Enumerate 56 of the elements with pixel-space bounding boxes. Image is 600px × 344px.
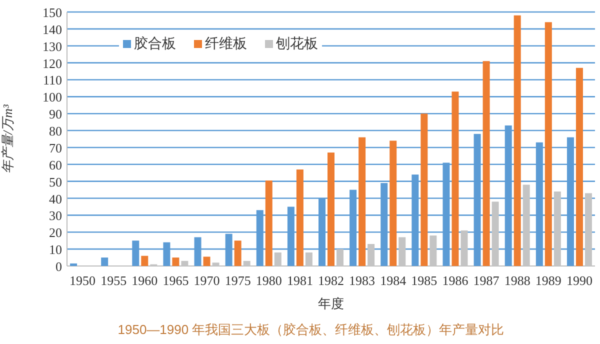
x-tick-label: 1980 bbox=[256, 273, 282, 288]
x-tick-label: 1990 bbox=[566, 273, 592, 288]
x-tick-label: 1960 bbox=[132, 273, 158, 288]
legend-label: 胶合板 bbox=[134, 36, 176, 52]
x-axis-title: 年度 bbox=[318, 296, 344, 311]
bar bbox=[576, 68, 583, 266]
x-tick-label: 1970 bbox=[194, 273, 220, 288]
bar bbox=[328, 152, 334, 266]
bar bbox=[482, 61, 490, 266]
y-tick-label: 60 bbox=[49, 157, 62, 172]
x-tick-label: 1983 bbox=[349, 273, 376, 288]
y-tick-label: 130 bbox=[42, 38, 62, 54]
x-tick-label: 1982 bbox=[318, 273, 344, 288]
x-tick-label: 1950 bbox=[70, 273, 96, 288]
legend-label: 刨花板 bbox=[275, 36, 318, 52]
bar bbox=[544, 22, 552, 266]
y-tick-label: 140 bbox=[42, 22, 62, 37]
y-tick-label: 100 bbox=[42, 90, 62, 105]
bar bbox=[101, 258, 108, 266]
y-tick-label: 80 bbox=[49, 124, 62, 139]
y-tick-label: 20 bbox=[49, 225, 62, 240]
x-tick-label: 1965 bbox=[162, 273, 189, 288]
bar bbox=[141, 256, 148, 266]
y-tick-label: 70 bbox=[49, 140, 62, 156]
y-tick-label: 110 bbox=[42, 72, 62, 88]
x-tick-label: 1984 bbox=[380, 273, 407, 288]
y-tick-label: 50 bbox=[49, 174, 62, 190]
bar bbox=[358, 137, 366, 266]
bar bbox=[172, 258, 180, 266]
bar bbox=[296, 169, 304, 266]
x-tick-label: 1975 bbox=[224, 273, 251, 288]
x-tick-label: 1981 bbox=[286, 273, 313, 288]
x-tick-label: 1987 bbox=[473, 273, 500, 288]
bar bbox=[265, 180, 272, 266]
bar bbox=[390, 140, 397, 266]
y-tick-label: 40 bbox=[49, 191, 62, 206]
y-tick-label: 150 bbox=[42, 5, 62, 20]
legend-label: 纤维板 bbox=[205, 36, 247, 52]
y-tick-label: 120 bbox=[42, 56, 62, 71]
x-tick-label: 1955 bbox=[100, 273, 127, 288]
x-tick-label: 1988 bbox=[504, 273, 530, 288]
x-tick-label: 1985 bbox=[411, 273, 438, 288]
y-tick-label: 0 bbox=[56, 259, 62, 274]
bar bbox=[234, 240, 242, 266]
x-tick-label: 1986 bbox=[442, 273, 469, 288]
x-tick-label: 1989 bbox=[535, 273, 562, 288]
y-tick-label: 30 bbox=[49, 208, 62, 224]
bar bbox=[452, 92, 459, 266]
y-tick-label: 10 bbox=[49, 242, 62, 258]
bar bbox=[70, 263, 78, 266]
text: 1950—1990 年我国三大板（胶合板、纤维板、刨花板）年产量对比 bbox=[118, 322, 504, 337]
bar bbox=[203, 256, 210, 266]
bar bbox=[514, 15, 521, 266]
y-axis-title: 年产量/万m³ bbox=[0, 103, 15, 174]
y-tick-label: 90 bbox=[49, 106, 62, 122]
bar bbox=[420, 114, 428, 266]
